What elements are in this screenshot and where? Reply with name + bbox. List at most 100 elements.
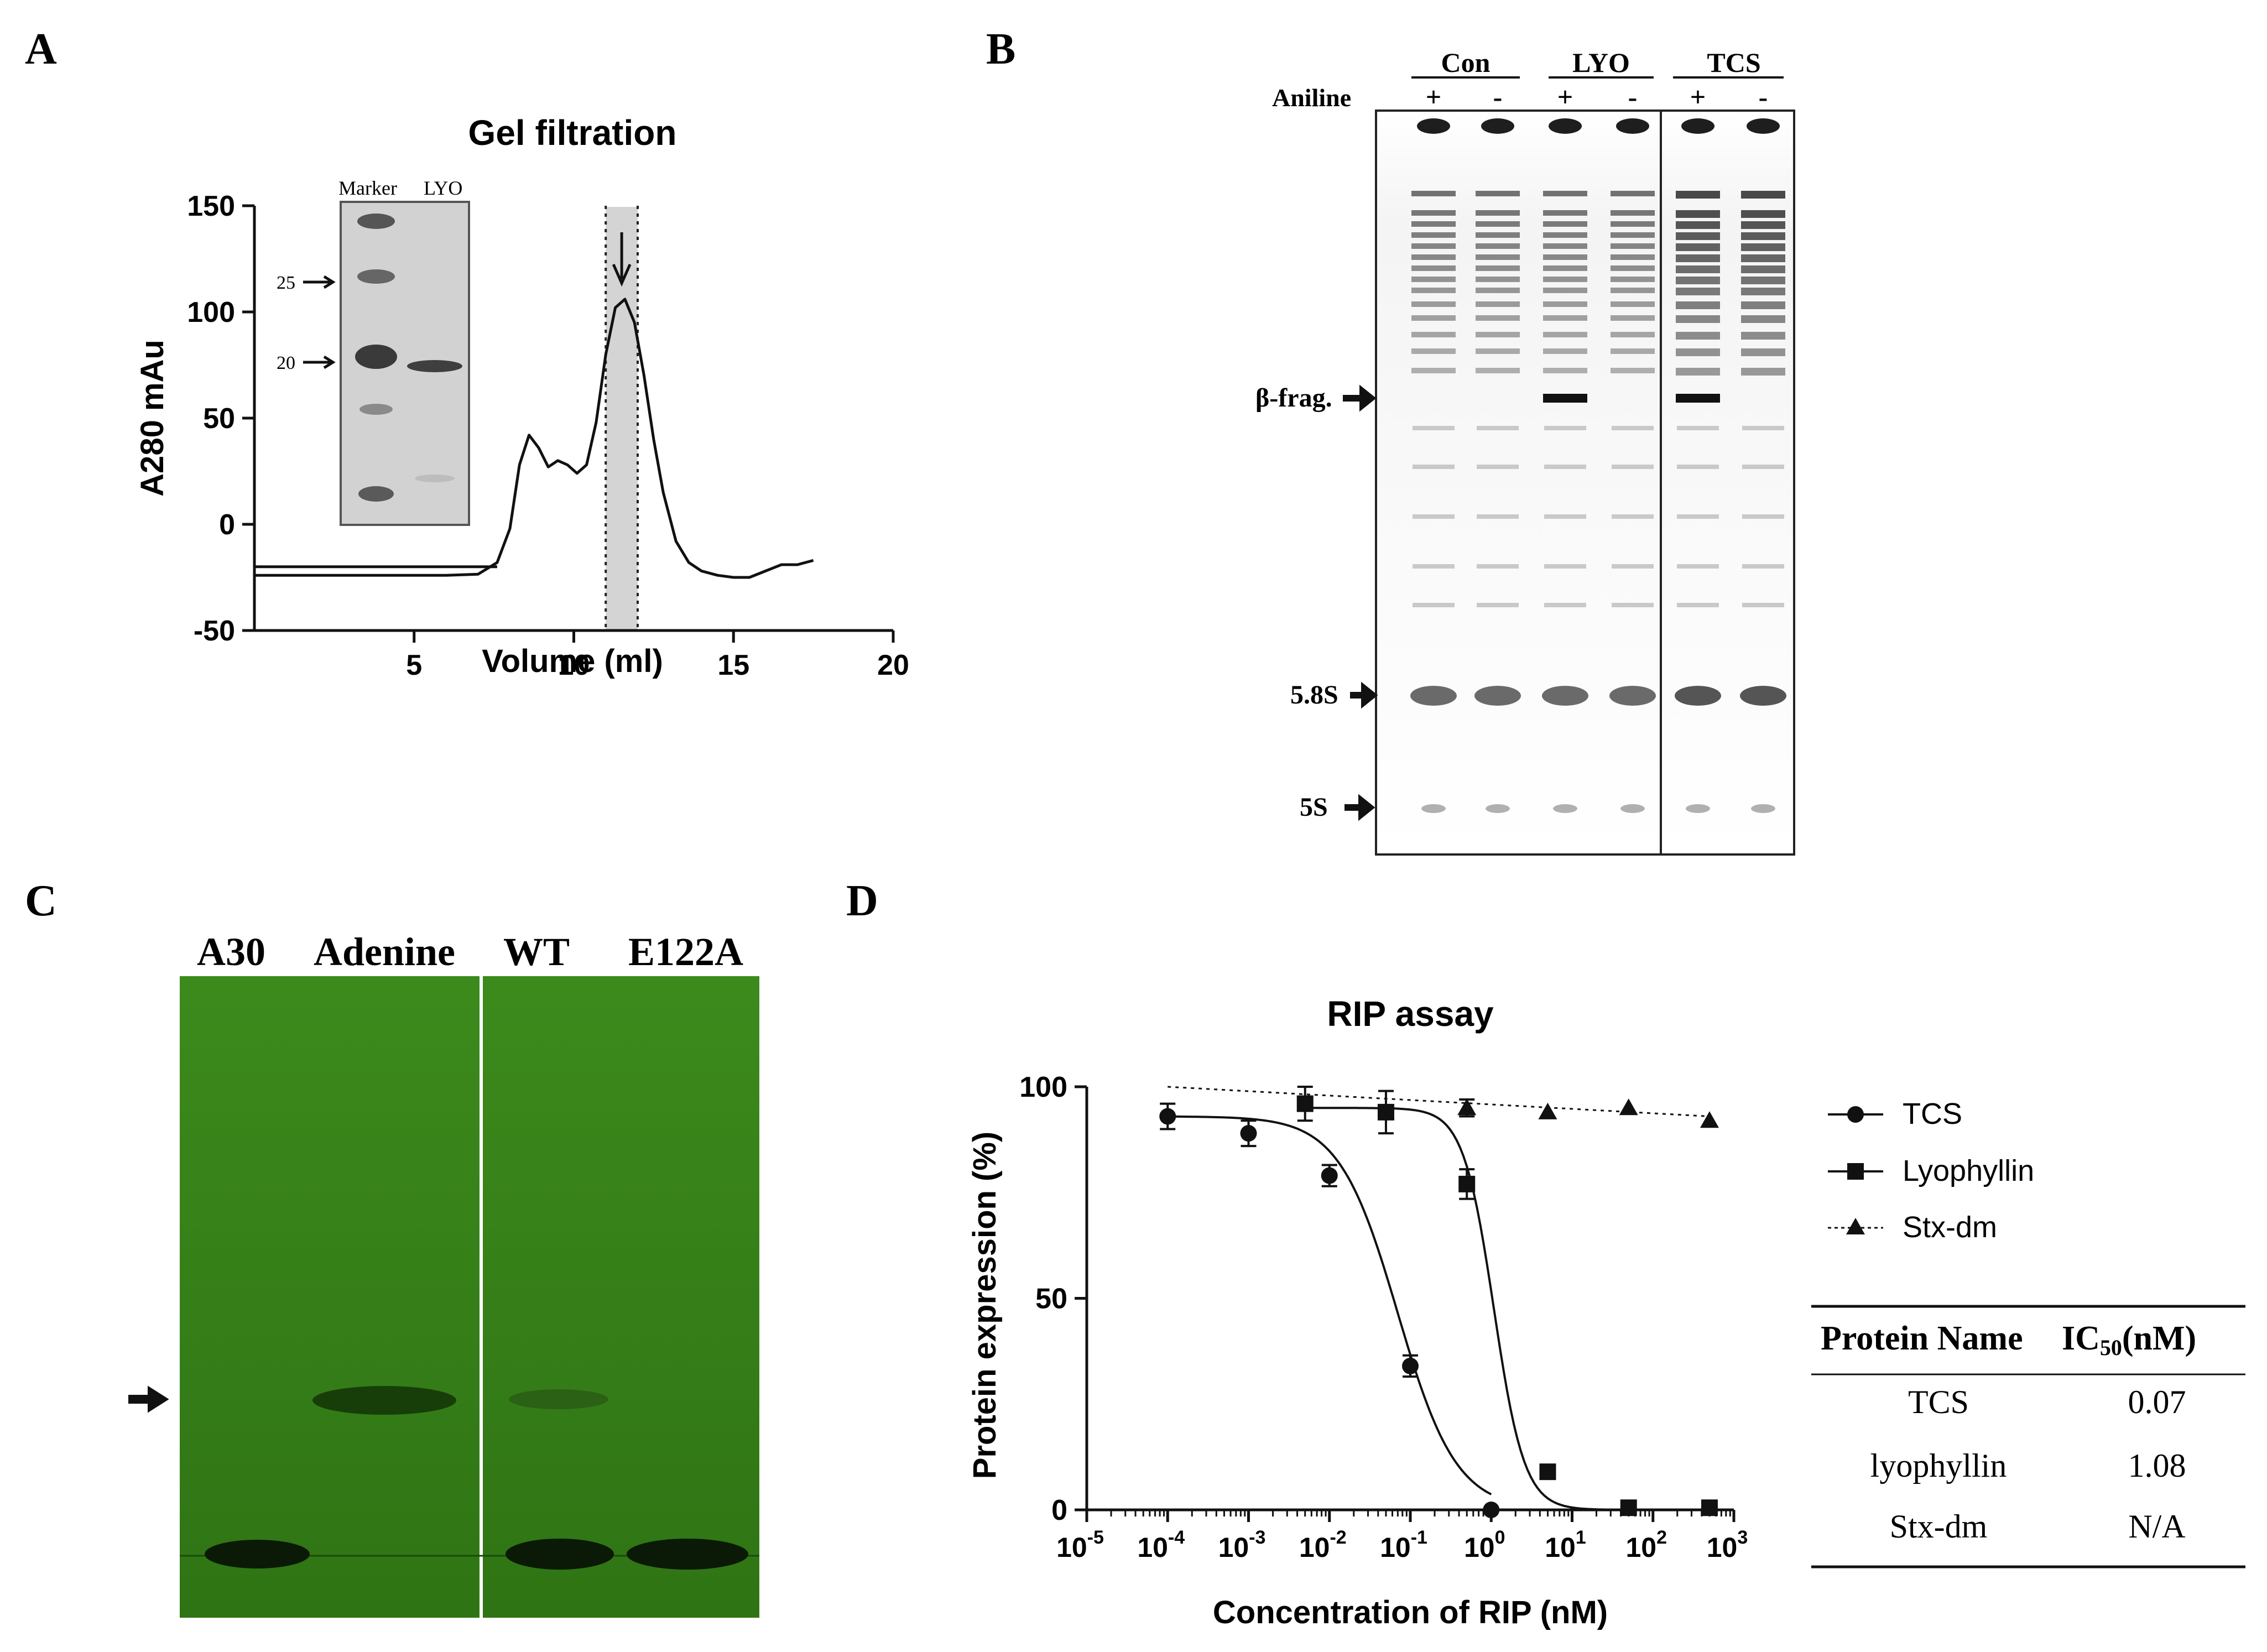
- lane-smear-band: [1411, 332, 1456, 337]
- beta-frag-label: β-frag.: [1255, 383, 1332, 413]
- y-axis-title: A280 mAu: [134, 340, 170, 497]
- x-axis-title: Volume (ml): [482, 643, 663, 679]
- lane-smear-band: [1411, 221, 1456, 227]
- rrna-58s-band: [1609, 686, 1656, 706]
- lane-smear-band: [1543, 232, 1587, 238]
- inset-25-label: 25: [277, 273, 295, 293]
- lane-faint-band: [1544, 426, 1586, 430]
- lane-faint-band: [1413, 564, 1455, 569]
- panel-d-letter: D: [846, 877, 878, 925]
- chart-title: RIP assay: [1327, 994, 1494, 1034]
- adenine-arrow-icon: [128, 1385, 169, 1413]
- tlc-plate-right: [483, 976, 759, 1618]
- lane-faint-band: [1742, 465, 1784, 469]
- lane-faint-band: [1544, 603, 1586, 607]
- ic50-subscript: 50: [2100, 1335, 2122, 1360]
- table-row-value: 0.07: [2128, 1384, 2186, 1420]
- origin-spot-e122a: [627, 1539, 748, 1570]
- data-point-tcs: [1402, 1357, 1419, 1374]
- lane-smear-band: [1741, 315, 1785, 323]
- lane-faint-band: [1477, 603, 1519, 607]
- inset-25-arrow-icon: [303, 275, 336, 289]
- lane-faint-band: [1677, 426, 1719, 430]
- lane-sign: +: [1690, 81, 1706, 112]
- a280-trace-line: [254, 298, 814, 579]
- lane-smear-band: [1543, 221, 1587, 227]
- lane-smear-band: [1476, 265, 1520, 271]
- lane-well-band: [1616, 118, 1649, 134]
- lane-smear-band: [1543, 301, 1587, 307]
- adenine-band: [312, 1386, 456, 1415]
- lane-smear-band: [1611, 191, 1655, 196]
- lane-well-band: [1549, 118, 1582, 134]
- marker-band: [357, 213, 395, 229]
- data-point-stx-dm: [1538, 1102, 1557, 1119]
- chart-title: Gel filtration: [468, 113, 677, 153]
- lane-faint-band: [1612, 514, 1654, 519]
- x-tick-label: 102: [1625, 1527, 1667, 1563]
- lane-smear-band: [1611, 368, 1655, 373]
- lane-smear-band: [1676, 243, 1720, 251]
- lane-smear-band: [1676, 191, 1720, 199]
- sds-page-inset: Marker LYO 25 20: [277, 177, 470, 526]
- lane-faint-band: [1413, 603, 1455, 607]
- lane-faint-band: [1677, 603, 1719, 607]
- x-tick-label: 20: [877, 649, 909, 681]
- fit-curve-lyophyllin: [1305, 1107, 1710, 1511]
- lyo-band: [407, 360, 462, 372]
- marker-band: [358, 486, 394, 502]
- lane-faint-band: [1477, 514, 1519, 519]
- data-point-lyophyllin: [1377, 1103, 1394, 1121]
- inset-lyo-label: LYO: [424, 177, 462, 199]
- inset-marker-label: Marker: [338, 177, 397, 199]
- lane-smear-band: [1741, 221, 1785, 229]
- lane-smear-band: [1611, 277, 1655, 282]
- x-tick-label: 15: [717, 649, 749, 681]
- x-tick-label: 10: [558, 649, 590, 681]
- lane-smear-band: [1741, 332, 1785, 340]
- fit-curve-tcs: [1168, 1115, 1492, 1495]
- legend-marker-tcs: [1847, 1106, 1864, 1123]
- s58-label: 5.8S: [1290, 680, 1338, 710]
- lane-smear-band: [1676, 210, 1720, 218]
- data-point-stx-dm: [1619, 1098, 1638, 1116]
- rrna-5s-band: [1751, 804, 1775, 813]
- lane-smear-band: [1411, 348, 1456, 354]
- lane-smear-band: [1476, 243, 1520, 249]
- lane-faint-band: [1477, 564, 1519, 569]
- lane-smear-band: [1476, 332, 1520, 337]
- lane-smear-band: [1411, 232, 1456, 238]
- wt-adenine-band: [509, 1389, 608, 1409]
- rrna-58s-band: [1474, 686, 1521, 706]
- x-tick-label: 101: [1545, 1527, 1586, 1563]
- aniline-lane-signs: + - + - + -: [1426, 81, 1768, 112]
- lane-smear-band: [1676, 277, 1720, 284]
- lane-smear-band: [1476, 210, 1520, 216]
- lane-smear-band: [1611, 288, 1655, 293]
- lane-smear-band: [1543, 348, 1587, 354]
- lane-smear-band: [1741, 191, 1785, 199]
- table-header-name: Protein Name: [1821, 1320, 2023, 1357]
- rrna-58s-band: [1740, 686, 1786, 706]
- lane-sign: -: [1759, 81, 1768, 112]
- x-tick-label: 5: [406, 649, 422, 681]
- data-point-lyophyllin: [1620, 1499, 1637, 1516]
- lane-smear-band: [1543, 315, 1587, 321]
- lane-faint-band: [1477, 465, 1519, 469]
- beta-frag-arrow-icon: [1343, 384, 1377, 412]
- group-label-con: Con: [1441, 47, 1491, 78]
- lane-smear-band: [1476, 221, 1520, 227]
- lane-smear-band: [1676, 221, 1720, 229]
- lane-smear-band: [1611, 265, 1655, 271]
- lane-faint-band: [1413, 426, 1455, 430]
- lane-smear-band: [1611, 254, 1655, 260]
- lane-smear-band: [1676, 368, 1720, 376]
- data-point-tcs: [1483, 1502, 1500, 1518]
- lane-label-wt: WT: [503, 930, 570, 974]
- lane-smear-band: [1411, 254, 1456, 260]
- rrna-58s-band: [1410, 686, 1457, 706]
- lane-smear-band: [1611, 332, 1655, 337]
- table-row-name: TCS: [1908, 1384, 1969, 1420]
- y-tick-label: 0: [219, 509, 235, 541]
- fit-line-stx-dm: [1168, 1086, 1710, 1118]
